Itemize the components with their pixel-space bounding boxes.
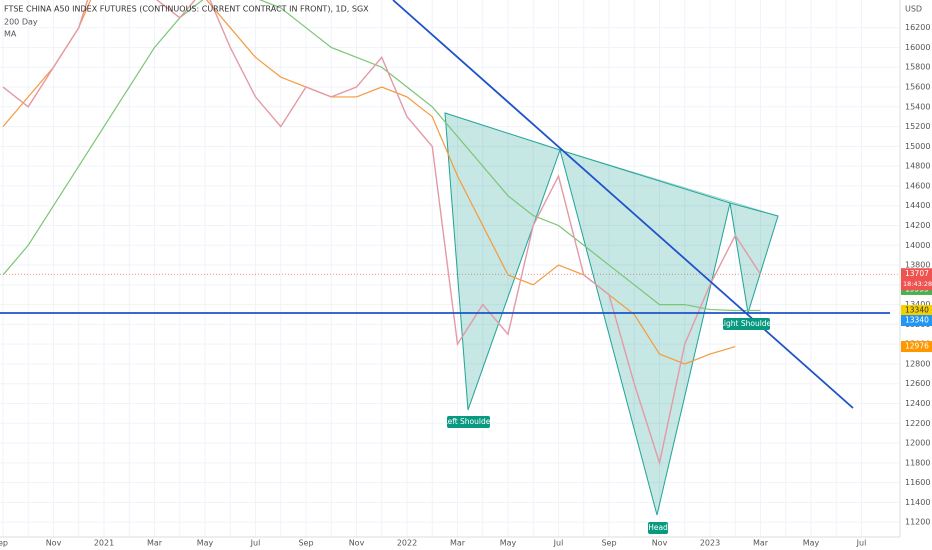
y-tick-label: 12400 (905, 399, 930, 408)
series-lines (2, 0, 762, 466)
price-line (2, 0, 762, 466)
x-tick-label: Jul (856, 539, 867, 548)
y-tick-label: 12800 (905, 359, 930, 368)
legend-entry: MA (4, 30, 17, 39)
right-shoulder-shape (729, 202, 779, 314)
annotation: Head (648, 523, 668, 532)
x-tick-label: Jul (250, 539, 261, 548)
annotation-box (723, 318, 770, 330)
x-tick-label: 2021 (94, 539, 114, 548)
y-tick-label: 11400 (905, 498, 930, 507)
countdown: 18:43:28 (903, 280, 932, 288)
annotation-box (648, 522, 668, 534)
head-shape (559, 149, 731, 516)
x-tick-label: Sep (298, 539, 313, 548)
x-tick-label: Mar (147, 539, 163, 548)
y-tick-label: 11800 (905, 458, 930, 467)
y-tick-label: 15200 (905, 122, 930, 131)
pattern (444, 112, 779, 516)
x-tick-label: 2022 (397, 539, 417, 548)
x-tick-label: Mar (753, 539, 769, 548)
y-tick-label: 16200 (905, 23, 930, 32)
price-badge-label: 13340 (905, 306, 929, 315)
y-tick-label: 14600 (905, 181, 930, 190)
left-shoulder-shape (444, 112, 561, 411)
x-tick-label: May (803, 539, 820, 548)
legend-entry: 200 Day (4, 18, 38, 27)
y-tick-label: 15600 (905, 83, 930, 92)
y-tick-label: 16000 (905, 43, 930, 52)
y-tick-label: 11200 (905, 518, 930, 527)
price-badge-label: 13340 (905, 316, 929, 325)
annotation-box (447, 416, 490, 428)
x-tick-label: Nov (349, 539, 365, 548)
x-tick-label: May (197, 539, 214, 548)
x-tick-label: Mar (450, 539, 466, 548)
y-tick-label: 15800 (905, 63, 930, 72)
last-price: 13707 (905, 269, 929, 278)
price-badge (901, 341, 932, 353)
y-tick-label: 11600 (905, 478, 930, 487)
y-tick-label: 14200 (905, 221, 930, 230)
price-badge (901, 315, 932, 327)
x-tick-label: May (500, 539, 517, 548)
x-tick-label: Jul (553, 539, 564, 548)
y-tick-label: 13400 (905, 300, 930, 309)
y-tick-label: 12600 (905, 379, 930, 388)
trend-line (392, 0, 854, 409)
ma-line (2, 0, 736, 365)
annotation: Left Shoulder (444, 417, 495, 426)
y-tick-label: 15000 (905, 142, 930, 151)
x-tick-label: ep (0, 539, 8, 548)
y-tick-label: 12000 (905, 439, 930, 448)
chart-title: FTSE CHINA A50 INDEX FUTURES (CONTINUOUS… (4, 5, 369, 14)
annotations: Left Shoulder Head Right Shoulder (444, 318, 775, 534)
price-badge (901, 305, 932, 317)
price-badge-label: 12976 (905, 342, 929, 351)
x-tick-label: Nov (46, 539, 62, 548)
x-tick-label: Sep (601, 539, 616, 548)
y-tick-label: 14400 (905, 201, 930, 210)
y-tick-label: 13800 (905, 261, 930, 270)
y-tick-label: 12200 (905, 419, 930, 428)
y-tick-label: 14000 (905, 241, 930, 250)
last-price-badge (901, 268, 932, 291)
y-tick-label: 15400 (905, 102, 930, 111)
annotation: Right Shoulder (719, 319, 775, 328)
x-tick-label: 2023 (700, 539, 720, 548)
y-tick-label: 14800 (905, 162, 930, 171)
x-tick-label: Nov (652, 539, 668, 548)
axis-label: USD (905, 5, 922, 14)
ma-line (2, 0, 761, 312)
